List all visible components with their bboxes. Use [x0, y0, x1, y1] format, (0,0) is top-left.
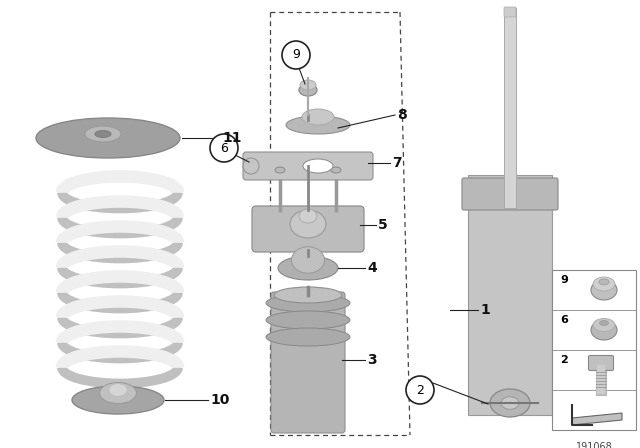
Bar: [504, 8, 516, 208]
Text: 7: 7: [392, 156, 402, 170]
Ellipse shape: [591, 320, 617, 340]
FancyBboxPatch shape: [504, 7, 516, 17]
Text: 5: 5: [378, 218, 388, 232]
Ellipse shape: [331, 167, 341, 173]
Ellipse shape: [266, 294, 350, 312]
Text: 11: 11: [222, 131, 241, 145]
Ellipse shape: [95, 130, 111, 138]
Bar: [468, 175, 552, 415]
Text: 2: 2: [560, 355, 568, 365]
Ellipse shape: [302, 109, 334, 125]
Polygon shape: [572, 413, 622, 425]
Circle shape: [406, 376, 434, 404]
Ellipse shape: [85, 126, 121, 142]
Text: 1: 1: [480, 303, 490, 317]
Ellipse shape: [109, 383, 127, 396]
Ellipse shape: [72, 386, 164, 414]
Text: 6: 6: [220, 142, 228, 155]
Ellipse shape: [100, 383, 136, 404]
FancyBboxPatch shape: [252, 206, 364, 252]
Text: 9: 9: [292, 48, 300, 61]
Ellipse shape: [290, 210, 326, 238]
Ellipse shape: [278, 256, 338, 280]
Text: 191068: 191068: [575, 442, 612, 448]
Ellipse shape: [291, 247, 324, 273]
Text: 9: 9: [560, 275, 568, 285]
Ellipse shape: [266, 311, 350, 329]
Text: 3: 3: [367, 353, 376, 367]
FancyBboxPatch shape: [271, 292, 345, 433]
FancyBboxPatch shape: [243, 152, 373, 180]
Ellipse shape: [599, 279, 609, 285]
Ellipse shape: [501, 396, 519, 409]
Ellipse shape: [274, 287, 342, 303]
Ellipse shape: [36, 118, 180, 158]
Ellipse shape: [303, 159, 333, 173]
Ellipse shape: [266, 328, 350, 346]
Ellipse shape: [300, 80, 316, 90]
Ellipse shape: [299, 209, 317, 223]
Ellipse shape: [593, 319, 615, 332]
Circle shape: [282, 41, 310, 69]
Ellipse shape: [286, 116, 350, 134]
Text: 8: 8: [397, 108, 407, 122]
Ellipse shape: [299, 84, 317, 96]
Ellipse shape: [600, 320, 609, 326]
Ellipse shape: [275, 167, 285, 173]
Ellipse shape: [243, 158, 259, 174]
FancyBboxPatch shape: [462, 178, 558, 210]
FancyBboxPatch shape: [589, 356, 614, 370]
Bar: [552, 270, 636, 430]
Circle shape: [210, 134, 238, 162]
Text: 10: 10: [210, 393, 229, 407]
Text: 2: 2: [416, 383, 424, 396]
Ellipse shape: [591, 280, 617, 300]
Ellipse shape: [490, 389, 530, 417]
Ellipse shape: [593, 277, 615, 291]
Text: 4: 4: [367, 261, 377, 275]
Text: 6: 6: [560, 315, 568, 325]
